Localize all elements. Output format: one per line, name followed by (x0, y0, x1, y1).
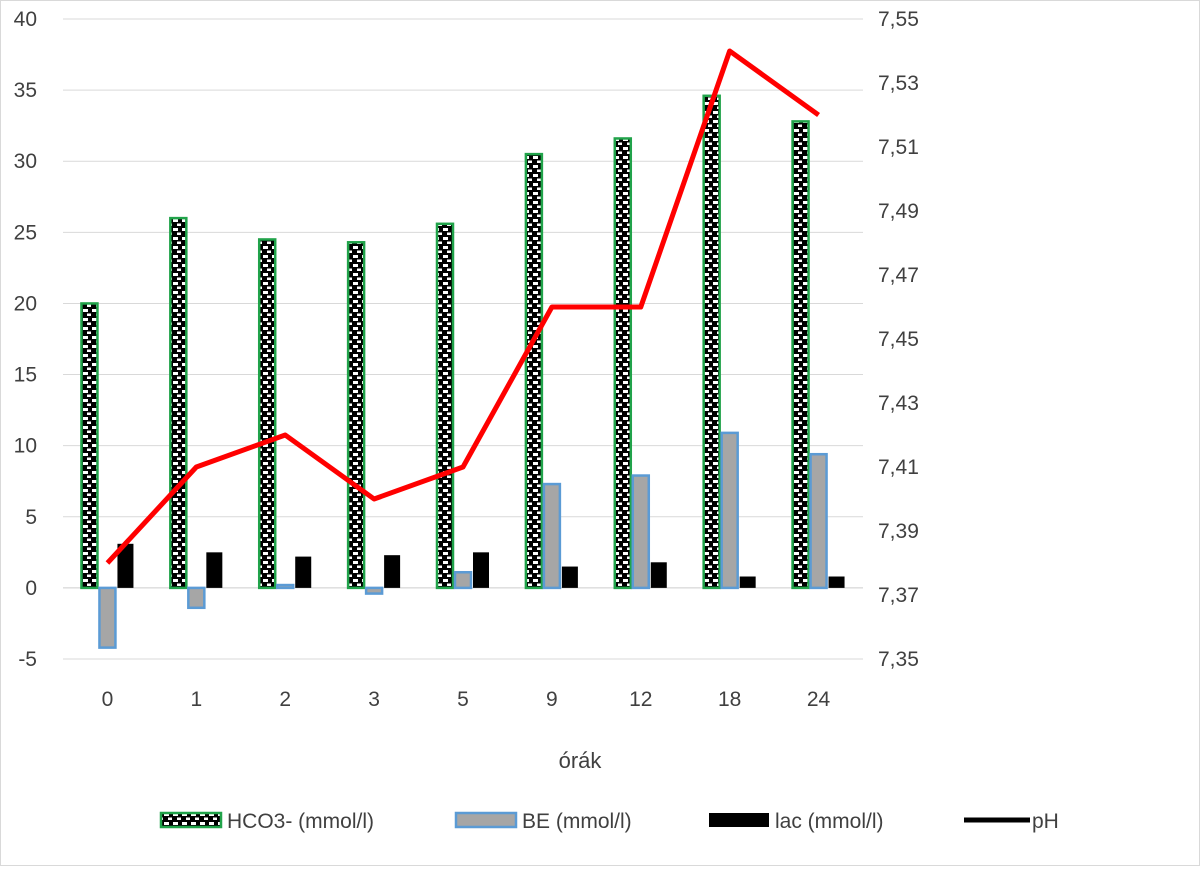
legend-label-1: BE (mmol/l) (522, 810, 632, 833)
right-y-axis: 7,35 7,37 7,39 7,41 7,43 7,45 7,47 7,49 7,51 7,53… (878, 8, 919, 671)
bar-2-5 (562, 567, 578, 588)
y-tick-label: 0 (25, 577, 37, 600)
y-tick-label: 25 (14, 221, 37, 244)
left-y-axis: -5 0 5 10 15 20 25 30 35 40 (14, 8, 37, 671)
y2-tick-label: 7,37 (878, 584, 919, 607)
y2-tick-label: 7,39 (878, 520, 919, 543)
y-tick-label: 10 (14, 435, 37, 458)
bar-0-3 (348, 242, 364, 588)
bar-0-0 (81, 303, 97, 587)
bar-series (81, 96, 844, 648)
x-tick-label: 18 (718, 688, 741, 711)
legend-swatch-2 (709, 813, 769, 827)
y-tick-label: 20 (14, 292, 37, 315)
legend-label-0: HCO3- (mmol/l) (227, 810, 374, 833)
y-tick-label: 30 (14, 150, 37, 173)
legend-label-2: lac (mmol/l) (775, 810, 884, 833)
bar-2-4 (473, 552, 489, 588)
x-tick-label: 1 (190, 688, 202, 711)
bar-0-6 (615, 138, 631, 587)
y2-tick-label: 7,35 (878, 648, 919, 671)
legend: HCO3- (mmol/l) BE (mmol/l) lac (mmol/l) pH (161, 810, 1059, 833)
bar-2-8 (829, 577, 845, 588)
y-tick-label: 5 (25, 506, 37, 529)
legend-swatch-1 (456, 813, 516, 827)
y2-tick-label: 7,43 (878, 392, 919, 415)
y-tick-label: 15 (14, 364, 37, 387)
y2-tick-label: 7,49 (878, 200, 919, 223)
x-tick-label: 12 (629, 688, 652, 711)
bar-1-3 (366, 588, 382, 594)
x-tick-label: 9 (546, 688, 558, 711)
bar-1-2 (277, 585, 293, 588)
bar-1-1 (188, 588, 204, 608)
y2-tick-label: 7,53 (878, 72, 919, 95)
x-axis-title: órák (559, 748, 603, 773)
legend-label-3: pH (1032, 810, 1059, 833)
bar-1-4 (455, 572, 471, 588)
x-tick-label: 5 (457, 688, 469, 711)
x-tick-label: 24 (807, 688, 831, 711)
y2-tick-label: 7,55 (878, 8, 919, 31)
y2-tick-label: 7,41 (878, 456, 919, 479)
bar-2-6 (651, 562, 667, 588)
y2-tick-label: 7,47 (878, 264, 919, 287)
bar-1-7 (722, 433, 738, 588)
bar-1-5 (544, 484, 560, 588)
x-tick-label: 2 (279, 688, 291, 711)
bar-2-7 (740, 577, 756, 588)
bar-0-4 (437, 224, 453, 588)
bar-1-8 (811, 454, 827, 588)
legend-swatch-0 (161, 813, 221, 827)
bar-0-7 (704, 96, 720, 588)
y-tick-label: 35 (14, 79, 37, 102)
bar-0-8 (793, 121, 809, 587)
bar-1-6 (633, 476, 649, 588)
bar-2-1 (206, 552, 222, 588)
bar-2-3 (384, 555, 400, 588)
bar-1-0 (99, 588, 115, 648)
bar-2-2 (295, 557, 311, 588)
bar-0-1 (170, 218, 186, 588)
bar-0-5 (526, 154, 542, 588)
y-tick-label: 40 (14, 8, 37, 31)
y2-tick-label: 7,51 (878, 136, 919, 159)
y2-tick-label: 7,45 (878, 328, 919, 351)
x-tick-label: 3 (368, 688, 380, 711)
y-tick-label: -5 (18, 648, 37, 671)
x-tick-label: 0 (102, 688, 114, 711)
bar-0-2 (259, 239, 275, 587)
